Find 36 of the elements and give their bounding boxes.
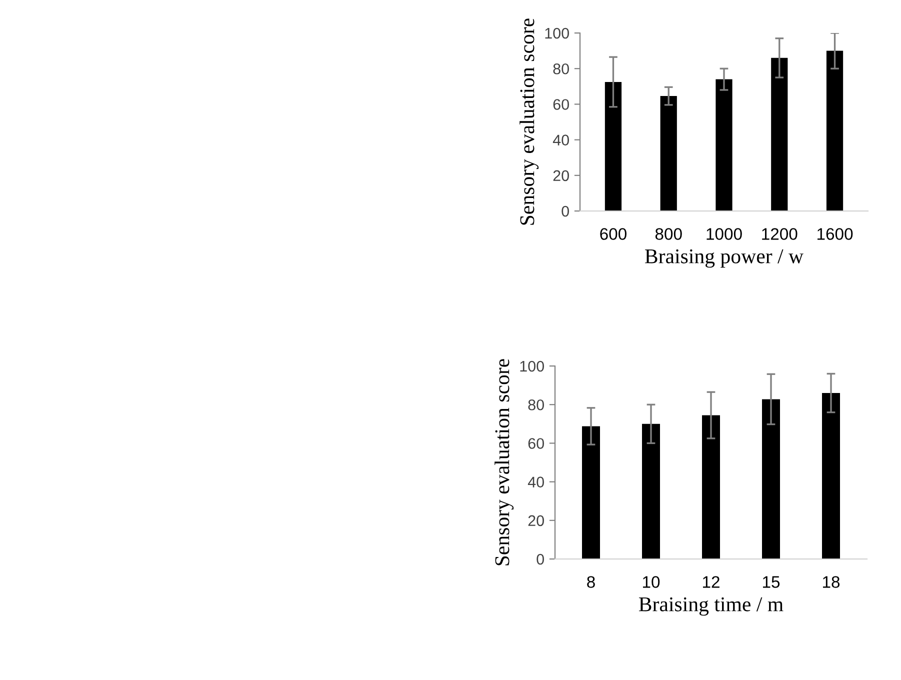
bar — [604, 82, 622, 211]
x-tick-label: 800 — [655, 228, 682, 240]
x-tick-label: 1000 — [706, 228, 742, 240]
bar — [762, 399, 780, 559]
bar — [822, 393, 840, 559]
y-tick-label: 0 — [562, 206, 569, 217]
x-tick-label: 15 — [763, 576, 780, 588]
bar — [702, 415, 720, 559]
y-tick-label: 40 — [552, 134, 569, 146]
bar — [642, 424, 660, 559]
y-tick-label: 80 — [528, 399, 544, 410]
x-tick-label: 10 — [643, 576, 660, 588]
y-tick-label: 40 — [528, 476, 544, 488]
bar — [660, 96, 677, 211]
x-axis-title: Braising time / m — [638, 597, 784, 616]
y-tick-label: 100 — [520, 360, 544, 372]
x-tick-label: 1200 — [762, 228, 798, 240]
bar — [826, 50, 844, 211]
y-tick-label: 60 — [528, 438, 544, 449]
y-axis-title: Sensory evaluation score — [520, 18, 539, 225]
bar — [582, 426, 600, 559]
bar — [716, 79, 732, 211]
x-axis-title: Braising power / w — [645, 249, 804, 268]
x-tick-label: 18 — [823, 576, 840, 588]
x-tick-label: 12 — [703, 576, 720, 588]
y-tick-label: 100 — [545, 28, 569, 39]
bar — [771, 58, 788, 211]
y-tick-label: 0 — [536, 554, 544, 565]
y-axis-title: Sensory evaluation score — [494, 359, 514, 566]
y-tick-label: 20 — [553, 170, 569, 182]
y-tick-label: 80 — [553, 63, 569, 74]
y-tick-label: 60 — [553, 99, 569, 110]
x-tick-label: 8 — [587, 576, 595, 588]
y-tick-label: 20 — [528, 515, 544, 526]
x-tick-label: 600 — [600, 228, 626, 240]
x-tick-label: 1600 — [818, 228, 853, 240]
